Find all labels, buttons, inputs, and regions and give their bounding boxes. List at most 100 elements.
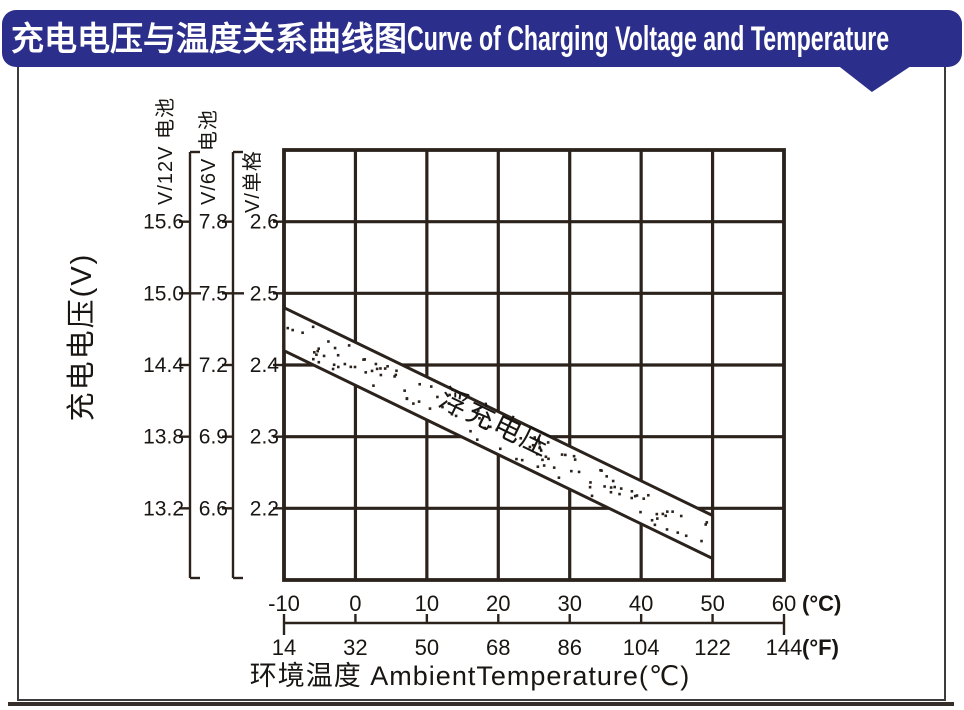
band-dot [469,429,472,433]
band-dot [489,425,492,429]
band-dot [531,443,535,447]
band-dot [704,523,708,526]
band-dot [520,458,524,462]
band-dot [609,490,613,494]
band-dot [363,358,367,361]
band-dot [589,481,592,484]
band-dot [661,512,665,516]
band-dot [403,389,406,392]
band-dot [539,449,543,452]
band-dot [364,371,368,374]
band-dot [286,326,290,330]
band-dot [537,438,540,441]
band-dot [560,453,564,456]
band-dot [535,452,539,456]
band-dot [343,362,347,366]
y-scale-title: V/6V 电池 [197,109,220,205]
band-dot [332,363,336,367]
x-tick-label-celsius: 40 [629,591,653,616]
band-dot [476,409,480,412]
band-dot [495,428,498,432]
band-dot [635,494,639,497]
band-dot [603,485,606,488]
band-dot [395,369,398,373]
y-tick-label: 15.6 [143,211,184,234]
band-dot [538,446,541,450]
band-dot [546,441,550,444]
banner-title-en: Curve of Charging Voltage and Temperatur… [407,20,890,58]
band-dot [370,369,374,373]
band-dot [630,496,634,500]
x-tick-label-fahrenheit: 32 [343,635,367,660]
band-dot [429,385,433,388]
band-dot [639,510,642,514]
band-dot [541,458,544,462]
band-dot [412,402,415,405]
band-dot [664,514,668,518]
band-dot [322,354,326,358]
band-dot [577,470,581,474]
band-dot [547,457,550,461]
band-dot [379,373,383,377]
band-dot [428,407,432,410]
band-dot [611,479,615,483]
band-dot [570,469,573,473]
band-dot [379,367,382,370]
band-dot [349,365,353,369]
band-dot [347,344,351,347]
band-dot [333,346,337,350]
band-dot [383,367,387,370]
float-voltage-band [282,305,715,561]
band-dot [544,455,548,459]
band-dot [533,436,537,439]
band-dot [590,494,594,498]
x-tick-label-celsius: 50 [700,591,724,616]
band-dot [331,367,335,371]
band-dot [665,528,669,531]
y-tick-label: 7.5 [199,282,228,305]
band-dot [312,351,316,354]
band-dot [316,349,320,353]
band-dot [515,457,518,461]
y-scale-title: V/单格 [241,150,264,213]
band-dot [393,375,396,378]
band-dot [572,454,576,458]
band-dot [653,523,657,527]
x-axis-unit-fahrenheit: (°F) [802,635,839,660]
band-dot [327,340,330,343]
x-tick-label-fahrenheit: 68 [486,635,510,660]
y-tick-label: 7.2 [199,354,228,377]
y-tick-label: 7.8 [199,211,228,234]
band-dot [291,328,294,332]
y-tick-label: 6.6 [199,497,228,520]
x-tick-label-celsius: 10 [415,591,439,616]
x-tick-label-fahrenheit: 86 [557,635,581,660]
band-dot [478,416,481,420]
x-tick-label-celsius: 0 [349,591,361,616]
band-dot [311,325,315,329]
band-dot [475,411,479,415]
band-dot [375,367,379,371]
band-dot [655,512,659,516]
band-dot [483,426,487,430]
band-dot [336,353,340,357]
band-dot [519,436,523,440]
band-dot [301,331,304,335]
band-dot [536,465,540,469]
band-dot [317,347,321,350]
x-tick-label-celsius: 60 [772,591,796,616]
band-dot [564,453,567,457]
band-dot [605,475,608,478]
band-dot [450,412,454,416]
band-dot [630,490,634,493]
band-dot [528,445,532,449]
band-dot [679,514,683,518]
band-dot [618,492,621,496]
band-dot [557,476,561,480]
band-dot [705,521,709,524]
band-dot [336,365,340,369]
band-dot [650,518,654,522]
band-dot [374,362,378,366]
band-dot [475,438,479,441]
